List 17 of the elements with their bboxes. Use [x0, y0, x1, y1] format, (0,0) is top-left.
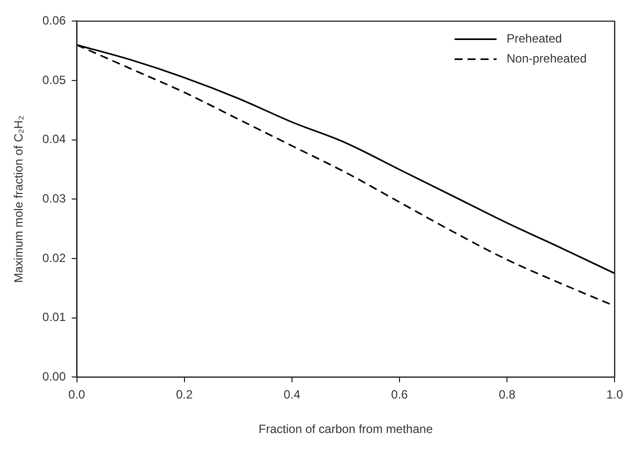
- x-axis-title: Fraction of carbon from methane: [258, 422, 434, 436]
- y-tick-label: 0.05: [42, 72, 66, 87]
- legend-label: Non-preheated: [506, 52, 587, 66]
- x-tick-label: 0.8: [498, 388, 516, 402]
- y-tick-label: 0.04: [42, 132, 66, 146]
- y-tick-label: 0.02: [42, 250, 66, 265]
- x-tick-label: 1.0: [606, 388, 624, 402]
- x-tick-label: 0.4: [284, 388, 301, 402]
- x-tick-label: 0.6: [391, 388, 408, 402]
- y-tick-label: 0.03: [42, 192, 66, 206]
- y-axis-title: Maximum mole fraction of C₂H₂: [12, 115, 26, 283]
- legend-label: Preheated: [506, 32, 562, 46]
- x-tick-label: 0.2: [176, 388, 193, 402]
- y-tick-label: 0.00: [42, 370, 66, 384]
- x-tick-label: 0.0: [68, 388, 86, 402]
- y-tick-label: 0.01: [42, 310, 66, 324]
- y-tick-label: 0.06: [42, 14, 66, 28]
